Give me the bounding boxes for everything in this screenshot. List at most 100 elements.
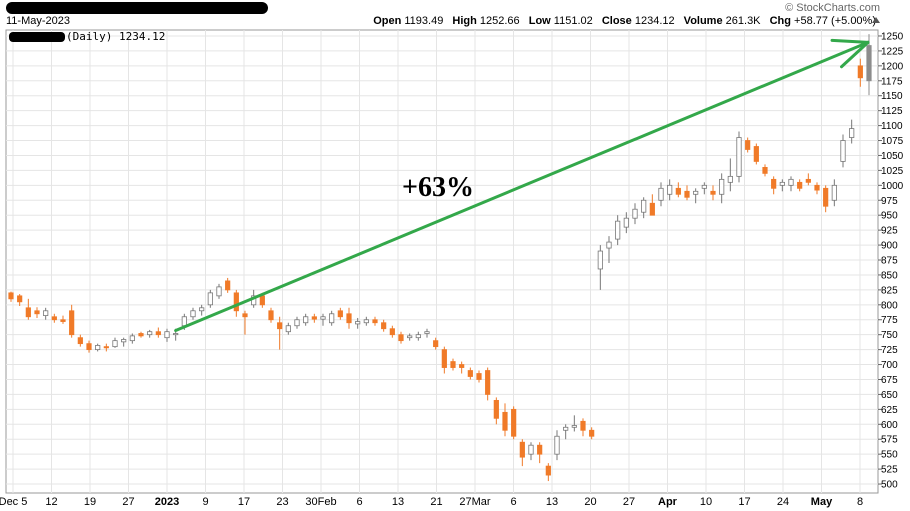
collapse-arrow-icon[interactable] <box>872 17 880 23</box>
candle-body <box>866 45 872 82</box>
candle-body <box>606 241 612 249</box>
y-tick-label: 750 <box>881 330 898 341</box>
candle <box>788 176 794 192</box>
high-label: High <box>452 15 477 27</box>
candle-body <box>8 292 14 300</box>
x-tick-label: Dec 5 <box>0 496 27 508</box>
candle-body <box>779 181 785 186</box>
candle <box>233 289 239 317</box>
candle <box>849 119 855 144</box>
candle-body <box>398 334 404 342</box>
candle <box>528 442 534 461</box>
y-tick-label: 1125 <box>881 106 903 117</box>
x-tick-label: 13 <box>546 496 558 508</box>
candle-body <box>849 128 855 138</box>
candle-body <box>632 208 638 219</box>
x-tick-label: 12 <box>45 496 57 508</box>
y-tick-label: 1225 <box>881 46 904 57</box>
candle <box>268 307 274 323</box>
candle-body <box>814 184 820 191</box>
candle <box>805 173 811 186</box>
candle <box>658 182 664 207</box>
candle <box>407 333 413 341</box>
candle-body <box>823 187 829 207</box>
watermark: © StockCharts.com <box>785 2 880 14</box>
candle-body <box>372 319 378 324</box>
candle <box>51 313 57 323</box>
candle <box>831 179 837 207</box>
candle <box>225 277 231 293</box>
candle <box>277 316 283 350</box>
candle-body <box>112 340 118 348</box>
candle <box>459 361 465 374</box>
candle <box>17 294 23 307</box>
y-tick-label: 825 <box>881 285 898 296</box>
y-tick-label: 550 <box>881 450 898 461</box>
candle-body <box>797 181 803 189</box>
candle <box>8 291 14 302</box>
candle <box>580 418 586 437</box>
candle <box>476 370 482 383</box>
candle <box>745 137 751 153</box>
candle-body <box>407 335 413 339</box>
candle-body <box>138 333 144 337</box>
candle <box>86 340 92 353</box>
candle-body <box>788 178 794 186</box>
candle-body <box>121 339 127 343</box>
candle <box>667 179 673 201</box>
candle-body <box>641 199 647 213</box>
y-tick-label: 675 <box>881 375 898 386</box>
x-tick-label: 27 <box>623 496 635 508</box>
y-tick-label: 700 <box>881 360 898 371</box>
candle <box>857 58 863 87</box>
candle-body <box>701 184 707 189</box>
y-tick-label: 1250 <box>881 31 904 42</box>
y-tick-label: 600 <box>881 420 898 431</box>
candle <box>441 346 447 374</box>
y-tick-label: 1175 <box>881 76 903 87</box>
x-axis: Dec 5 12 19 27 2023 9 17 23 30Feb 6 13 21 27Mar 6 13 20… <box>0 496 863 508</box>
candle-body <box>727 175 733 183</box>
candle <box>355 317 361 329</box>
candle-body <box>259 295 265 306</box>
close-label: Close <box>601 15 632 27</box>
candle-body <box>840 140 846 162</box>
candle-body <box>25 307 31 318</box>
y-axis: 500 525 550 575 600 625 650 675 700 725 750 775 800 8… <box>878 31 904 491</box>
y-tick-label: 950 <box>881 211 898 222</box>
candle-body <box>658 187 664 201</box>
candle-body <box>684 190 690 198</box>
y-tick-label: 1100 <box>881 121 903 132</box>
candle <box>311 313 317 323</box>
candle-body <box>389 328 395 336</box>
candle <box>545 463 551 482</box>
x-tick-label: 8 <box>857 496 863 508</box>
x-tick-label: 17 <box>738 496 750 508</box>
candle <box>381 319 387 332</box>
candle-body <box>589 429 595 437</box>
y-tick-label: 900 <box>881 241 898 252</box>
x-tick-label: 6 <box>356 496 362 508</box>
candle-body <box>831 184 837 201</box>
candle <box>112 337 118 348</box>
candle-body <box>277 322 283 330</box>
gain-arrow <box>174 38 870 333</box>
candle <box>762 164 768 177</box>
candle <box>121 337 127 347</box>
date-label: 11-May-2023 <box>6 15 70 27</box>
candle <box>303 313 309 326</box>
candle-body <box>736 137 742 177</box>
candle <box>43 307 49 320</box>
candle-body <box>805 178 811 183</box>
candle-body <box>17 295 23 303</box>
candle-body <box>285 325 291 333</box>
candle-body <box>719 178 725 195</box>
x-tick-label: 20 <box>584 496 596 508</box>
candle <box>389 325 395 338</box>
candle-body <box>710 190 716 195</box>
chg-value: +58.77 (+5.00%) <box>794 15 876 27</box>
y-tick-label: 1150 <box>881 91 903 102</box>
candle <box>502 403 508 437</box>
candle-body <box>34 310 40 315</box>
candle-body <box>580 420 586 431</box>
